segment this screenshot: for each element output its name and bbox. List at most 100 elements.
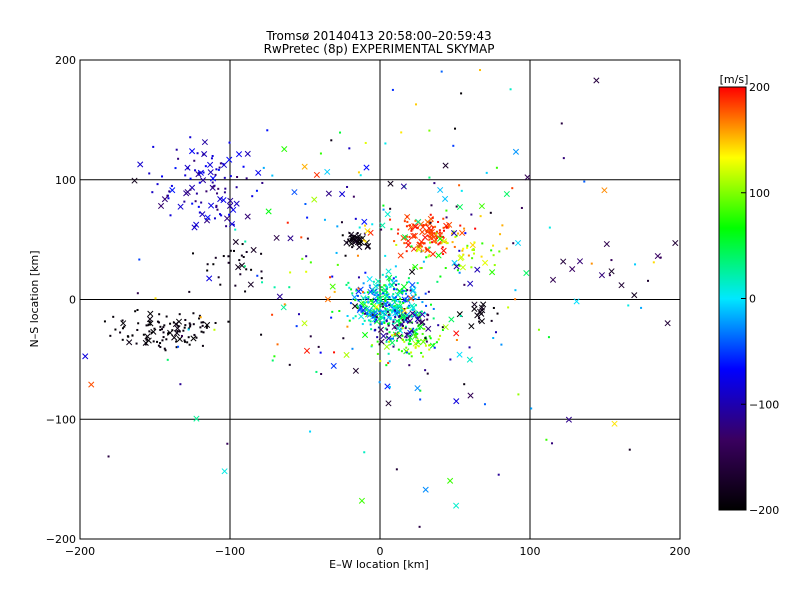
data-point-cross [478,310,485,317]
data-point-cross [358,497,365,504]
data-point-dot [205,325,208,328]
data-point-dot [135,342,138,345]
data-point-dot [404,327,407,330]
colorbar-ticks: 200 100 0 −100 −200 [741,81,779,517]
data-point-dot [159,328,162,331]
data-point-cross [419,311,426,318]
data-point-dot [509,88,512,91]
data-point-dot [161,175,164,178]
data-point-cross [456,351,463,358]
data-point-dot [380,228,383,231]
data-point-dot [377,284,380,287]
data-point-dot [405,320,408,323]
data-point-dot [433,182,436,185]
data-point-dot [371,344,374,347]
data-point-dot [411,309,414,312]
data-point-dot [145,324,148,327]
data-point-dot [371,290,374,293]
data-point-dot [193,333,196,336]
data-point-dot [425,223,428,226]
data-point-dot [215,205,218,208]
data-point-dot [501,224,504,227]
data-point-dot [406,281,409,284]
data-point-dot [109,334,112,337]
data-point-dot [156,320,159,323]
data-point-cross [280,304,287,311]
data-point-dot [150,331,153,334]
data-point-dot [428,176,431,179]
data-point-dot [435,235,438,238]
data-point-dot [320,373,323,376]
data-point-dot [417,345,420,348]
data-point-dot [386,332,389,335]
data-point-dot [362,282,365,285]
data-point-dot [452,230,455,233]
data-point-dot [405,250,408,253]
data-point-dot [194,169,197,172]
data-point-dot [355,240,358,243]
data-point-dot [188,322,191,325]
data-point-dot [177,325,180,328]
data-point-dot [219,283,222,286]
data-point-cross [348,240,355,247]
data-point-dot [391,298,394,301]
data-point-cross [456,203,464,211]
data-point-dot [184,324,187,327]
data-point-cross [171,334,178,341]
data-point-cross [189,148,196,155]
data-point-cross [184,164,191,171]
data-point-cross [478,203,485,210]
data-point-dot [351,292,354,295]
data-point-dot [382,310,385,313]
data-point-cross [435,252,442,259]
data-point-dot [389,304,392,307]
data-point-dot [479,69,482,72]
data-point-dot [373,311,376,314]
data-point-dot [387,361,390,364]
data-point-dot [402,301,405,304]
data-point-cross [228,220,236,228]
data-point-cross [409,282,416,289]
data-point-dot [360,305,363,308]
data-point-dot [189,177,192,180]
data-point-cross [330,362,337,369]
data-point-dot [192,252,195,255]
data-point-cross [209,175,217,182]
data-point-dot [315,370,318,373]
data-point-cross [375,278,382,285]
data-point-cross [410,287,417,294]
data-point-cross [193,415,200,422]
data-point-dot [400,309,403,312]
data-point-dot [438,231,441,234]
data-point-dot [462,253,465,256]
data-point-dot [121,338,124,341]
data-point-dot [387,322,390,325]
data-point-cross [608,268,615,275]
data-point-dot [236,176,239,179]
data-point-cross [303,347,311,354]
data-point-dot [388,295,391,298]
data-point-dot [121,319,124,322]
data-point-dot [437,220,440,223]
data-point-cross [387,180,394,187]
data-point-dot [351,347,354,350]
data-point-dot [363,451,366,454]
data-point-dot [370,328,373,331]
data-point-cross [524,174,531,181]
data-point-cross [150,328,157,335]
data-point-cross [88,381,95,388]
data-point-dot [198,314,201,317]
data-point-dot [309,335,312,338]
data-point-dot [388,322,391,325]
data-point-dot [408,321,411,324]
data-point-dot [177,345,180,348]
data-point-cross [201,139,208,146]
data-point-dot [495,166,498,169]
data-point-dot [432,226,435,229]
data-point-dot [408,224,411,227]
data-point-dot [388,303,391,306]
data-point-dot [147,323,150,326]
data-point-dot [432,307,435,310]
data-point-dot [387,352,390,355]
data-point-dot [494,331,497,334]
